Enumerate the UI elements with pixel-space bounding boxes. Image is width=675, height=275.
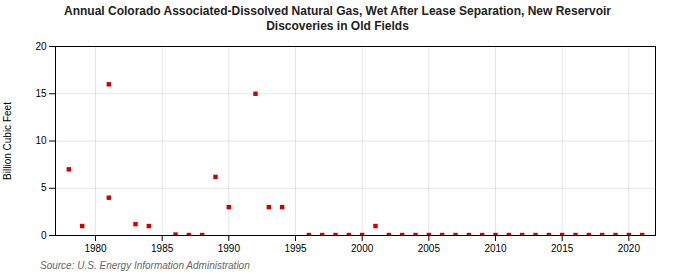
svg-text:2020: 2020 [618,243,641,254]
svg-text:0: 0 [41,230,47,241]
svg-text:Billion Cubic Feet: Billion Cubic Feet [2,102,13,180]
html-text:Source: U.S. Energy Informatio: Source: U.S. Energy Information Administ… [40,260,250,271]
svg-text:2000: 2000 [351,243,374,254]
svg-text:10: 10 [35,135,47,146]
svg-text:1990: 1990 [218,243,241,254]
svg-text:5: 5 [41,182,47,193]
svg-text:1980: 1980 [84,243,107,254]
svg-text:1985: 1985 [151,243,174,254]
html-text:Annual Colorado Associated-Dis: Annual Colorado Associated-Dissolved Nat… [64,4,611,33]
svg-text:20: 20 [35,41,47,52]
svg-text:2015: 2015 [551,243,574,254]
svg-text:2010: 2010 [484,243,507,254]
svg-text:1995: 1995 [284,243,307,254]
svg-text:15: 15 [35,88,47,99]
svg-text:2005: 2005 [418,243,441,254]
